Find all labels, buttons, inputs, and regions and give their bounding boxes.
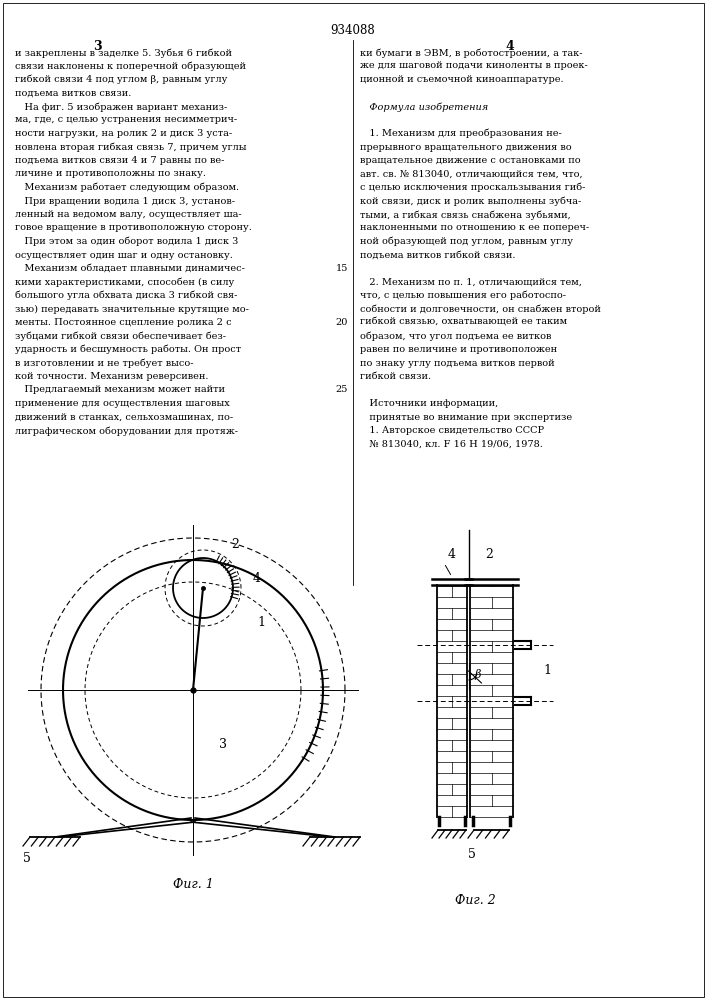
Text: 1: 1: [543, 664, 551, 678]
Text: говое вращение в противоположную сторону.: говое вращение в противоположную сторону…: [15, 224, 252, 232]
Text: 25: 25: [336, 385, 348, 394]
Text: что, с целью повышения его работоспо-: что, с целью повышения его работоспо-: [360, 291, 566, 300]
Text: 3: 3: [93, 40, 101, 53]
Text: Фиг. 2: Фиг. 2: [455, 894, 496, 906]
Text: применение для осуществления шаговых: применение для осуществления шаговых: [15, 399, 230, 408]
Text: гибкой связи 4 под углом β, равным углу: гибкой связи 4 под углом β, равным углу: [15, 75, 228, 85]
Text: Фиг. 1: Фиг. 1: [173, 879, 214, 892]
Text: равен по величине и противоположен: равен по величине и противоположен: [360, 345, 557, 354]
Text: кой связи, диск и ролик выполнены зубча-: кой связи, диск и ролик выполнены зубча-: [360, 196, 581, 206]
Text: авт. св. № 813040, отличающийся тем, что,: авт. св. № 813040, отличающийся тем, что…: [360, 169, 583, 178]
Text: 5: 5: [23, 852, 31, 865]
Text: ционной и съемочной киноаппаратуре.: ционной и съемочной киноаппаратуре.: [360, 75, 563, 84]
Text: Источники информации,: Источники информации,: [360, 399, 498, 408]
Text: 1. Механизм для преобразования не-: 1. Механизм для преобразования не-: [360, 129, 562, 138]
Text: принятые во внимание при экспертизе: принятые во внимание при экспертизе: [360, 412, 572, 422]
Text: Механизм обладает плавными динамичес-: Механизм обладает плавными динамичес-: [15, 264, 245, 273]
Text: 4: 4: [253, 572, 261, 584]
Text: наклоненными по отношению к ее попереч-: наклоненными по отношению к ее попереч-: [360, 224, 589, 232]
Text: движений в станках, сельхозмашинах, по-: движений в станках, сельхозмашинах, по-: [15, 412, 233, 422]
Text: 3: 3: [219, 738, 227, 752]
Text: ности нагрузки, на ролик 2 и диск 3 уста-: ности нагрузки, на ролик 2 и диск 3 уста…: [15, 129, 232, 138]
Text: гибкой связью, охватывающей ее таким: гибкой связью, охватывающей ее таким: [360, 318, 567, 327]
Text: Механизм работает следующим образом.: Механизм работает следующим образом.: [15, 183, 239, 192]
Text: 2: 2: [486, 548, 493, 562]
Text: подъема витков связи 4 и 7 равны по ве-: подъема витков связи 4 и 7 равны по ве-: [15, 156, 224, 165]
Text: связи наклонены к поперечной образующей: связи наклонены к поперечной образующей: [15, 62, 246, 71]
Text: 2. Механизм по п. 1, отличающийся тем,: 2. Механизм по п. 1, отличающийся тем,: [360, 277, 582, 286]
Text: образом, что угол подъема ее витков: образом, что угол подъема ее витков: [360, 332, 551, 341]
Text: При вращении водила 1 диск 3, установ-: При вращении водила 1 диск 3, установ-: [15, 196, 235, 206]
Text: 1: 1: [257, 615, 265, 629]
Text: ударность и бесшумность работы. Он прост: ударность и бесшумность работы. Он прост: [15, 345, 241, 355]
Text: При этом за один оборот водила 1 диск 3: При этом за один оборот водила 1 диск 3: [15, 237, 238, 246]
Text: по знаку углу подъема витков первой: по знаку углу подъема витков первой: [360, 359, 554, 367]
Text: собности и долговечности, он снабжен второй: собности и долговечности, он снабжен вто…: [360, 304, 601, 314]
Text: 15: 15: [336, 264, 348, 273]
Text: 20: 20: [336, 318, 348, 327]
Text: ной образующей под углом, равным углу: ной образующей под углом, равным углу: [360, 237, 573, 246]
Text: 2: 2: [231, 538, 239, 550]
Text: осуществляет один шаг и одну остановку.: осуществляет один шаг и одну остановку.: [15, 250, 233, 259]
Text: 4: 4: [506, 40, 515, 53]
Text: новлена вторая гибкая связь 7, причем углы: новлена вторая гибкая связь 7, причем уг…: [15, 142, 247, 152]
Text: менты. Постоянное сцепление ролика 2 с: менты. Постоянное сцепление ролика 2 с: [15, 318, 232, 327]
Text: с целью исключения проскальзывания гиб-: с целью исключения проскальзывания гиб-: [360, 183, 585, 192]
Text: 934088: 934088: [331, 24, 375, 37]
Text: вращательное движение с остановками по: вращательное движение с остановками по: [360, 156, 580, 165]
Text: № 813040, кл. F 16 H 19/06, 1978.: № 813040, кл. F 16 H 19/06, 1978.: [360, 440, 543, 448]
Text: кими характеристиками, способен (в силу: кими характеристиками, способен (в силу: [15, 277, 234, 287]
Text: подъема витков гибкой связи.: подъема витков гибкой связи.: [360, 250, 515, 259]
Text: Формула изобретения: Формула изобретения: [360, 102, 489, 111]
Text: Предлагаемый механизм может найти: Предлагаемый механизм может найти: [15, 385, 225, 394]
Text: ки бумаги в ЭВМ, в роботостроении, а так-: ки бумаги в ЭВМ, в роботостроении, а так…: [360, 48, 583, 57]
Text: подъема витков связи.: подъема витков связи.: [15, 89, 132, 98]
Text: 4: 4: [448, 548, 456, 562]
Text: На фиг. 5 изображен вариант механиз-: На фиг. 5 изображен вариант механиз-: [15, 102, 227, 111]
Text: тыми, а гибкая связь снабжена зубьями,: тыми, а гибкая связь снабжена зубьями,: [360, 210, 571, 220]
Text: зубцами гибкой связи обеспечивает без-: зубцами гибкой связи обеспечивает без-: [15, 332, 226, 341]
Text: зью) передавать значительные крутящие мо-: зью) передавать значительные крутящие мо…: [15, 304, 249, 314]
Text: 1. Авторское свидетельство СССР: 1. Авторское свидетельство СССР: [360, 426, 544, 435]
Text: β: β: [474, 668, 481, 680]
Text: личине и противоположны по знаку.: личине и противоположны по знаку.: [15, 169, 206, 178]
Text: большого угла обхвата диска 3 гибкой свя-: большого угла обхвата диска 3 гибкой свя…: [15, 291, 238, 300]
Text: ма, где, с целью устранения несимметрич-: ма, где, с целью устранения несимметрич-: [15, 115, 237, 124]
Text: гибкой связи.: гибкой связи.: [360, 372, 431, 381]
Text: прерывного вращательного движения во: прерывного вращательного движения во: [360, 142, 572, 151]
Text: 5: 5: [468, 848, 476, 861]
Text: в изготовлении и не требует высо-: в изготовлении и не требует высо-: [15, 359, 194, 368]
Text: ленный на ведомом валу, осуществляет ша-: ленный на ведомом валу, осуществляет ша-: [15, 210, 242, 219]
Text: кой точности. Механизм реверсивен.: кой точности. Механизм реверсивен.: [15, 372, 209, 381]
Text: лиграфическом оборудовании для протяж-: лиграфическом оборудовании для протяж-: [15, 426, 238, 436]
Text: и закреплены в заделке 5. Зубья 6 гибкой: и закреплены в заделке 5. Зубья 6 гибкой: [15, 48, 232, 57]
Text: же для шаговой подачи киноленты в проек-: же для шаговой подачи киноленты в проек-: [360, 62, 588, 70]
